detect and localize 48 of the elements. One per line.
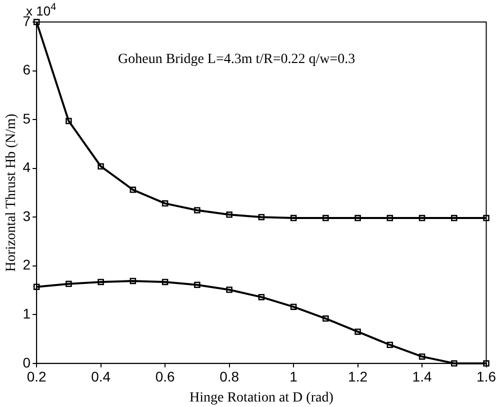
point (226, 286, 232, 293)
x-tick-label: 0.8 (220, 368, 240, 385)
x-tick-label: 0.4 (91, 368, 111, 385)
point (483, 214, 490, 222)
point (33, 18, 40, 26)
point (98, 278, 104, 286)
point (386, 342, 394, 348)
y-axis-title: Horizontal Thrust Hb (N/m) (4, 113, 20, 272)
point (130, 186, 136, 193)
y-tick-label: 0 (22, 354, 31, 370)
y-tick-label: 1 (22, 305, 31, 322)
point (33, 284, 40, 290)
point (130, 278, 136, 284)
y-tick-label: 5 (22, 110, 31, 126)
x-tick-label: 1.6 (476, 368, 496, 385)
point (194, 282, 200, 288)
point (98, 163, 104, 170)
point (386, 214, 394, 222)
annotation: Goheun Bridge L=4.3m t/R=0.22 q/w=0.3 (118, 52, 356, 68)
x-tick-label: 1.2 (348, 368, 368, 385)
point (322, 214, 329, 222)
point (194, 207, 200, 214)
point (418, 214, 426, 222)
y-tick-label: 3 (22, 208, 31, 224)
point (226, 212, 232, 218)
point (258, 214, 265, 220)
point (162, 200, 168, 207)
x-axis-title: Hinge Rotation at D (rad) (190, 390, 334, 406)
point (354, 328, 361, 335)
x-tick-label: 0.6 (155, 368, 176, 385)
point (483, 360, 490, 367)
y-tick-label: 2 (22, 256, 31, 273)
point (66, 118, 72, 124)
point (162, 278, 168, 286)
x-tick-label: 1 (290, 368, 298, 385)
point (418, 353, 426, 360)
point (322, 315, 329, 322)
point (290, 304, 297, 310)
point (66, 280, 72, 288)
point (354, 214, 361, 222)
x-tick-label: 1.4 (412, 368, 432, 385)
y-tick-label: 6 (22, 62, 31, 78)
point (290, 214, 297, 222)
point (258, 294, 265, 300)
x-tick-label: 0.2 (26, 368, 47, 385)
point (451, 214, 458, 222)
point (451, 360, 458, 367)
y-tick-label: 4 (22, 159, 31, 176)
